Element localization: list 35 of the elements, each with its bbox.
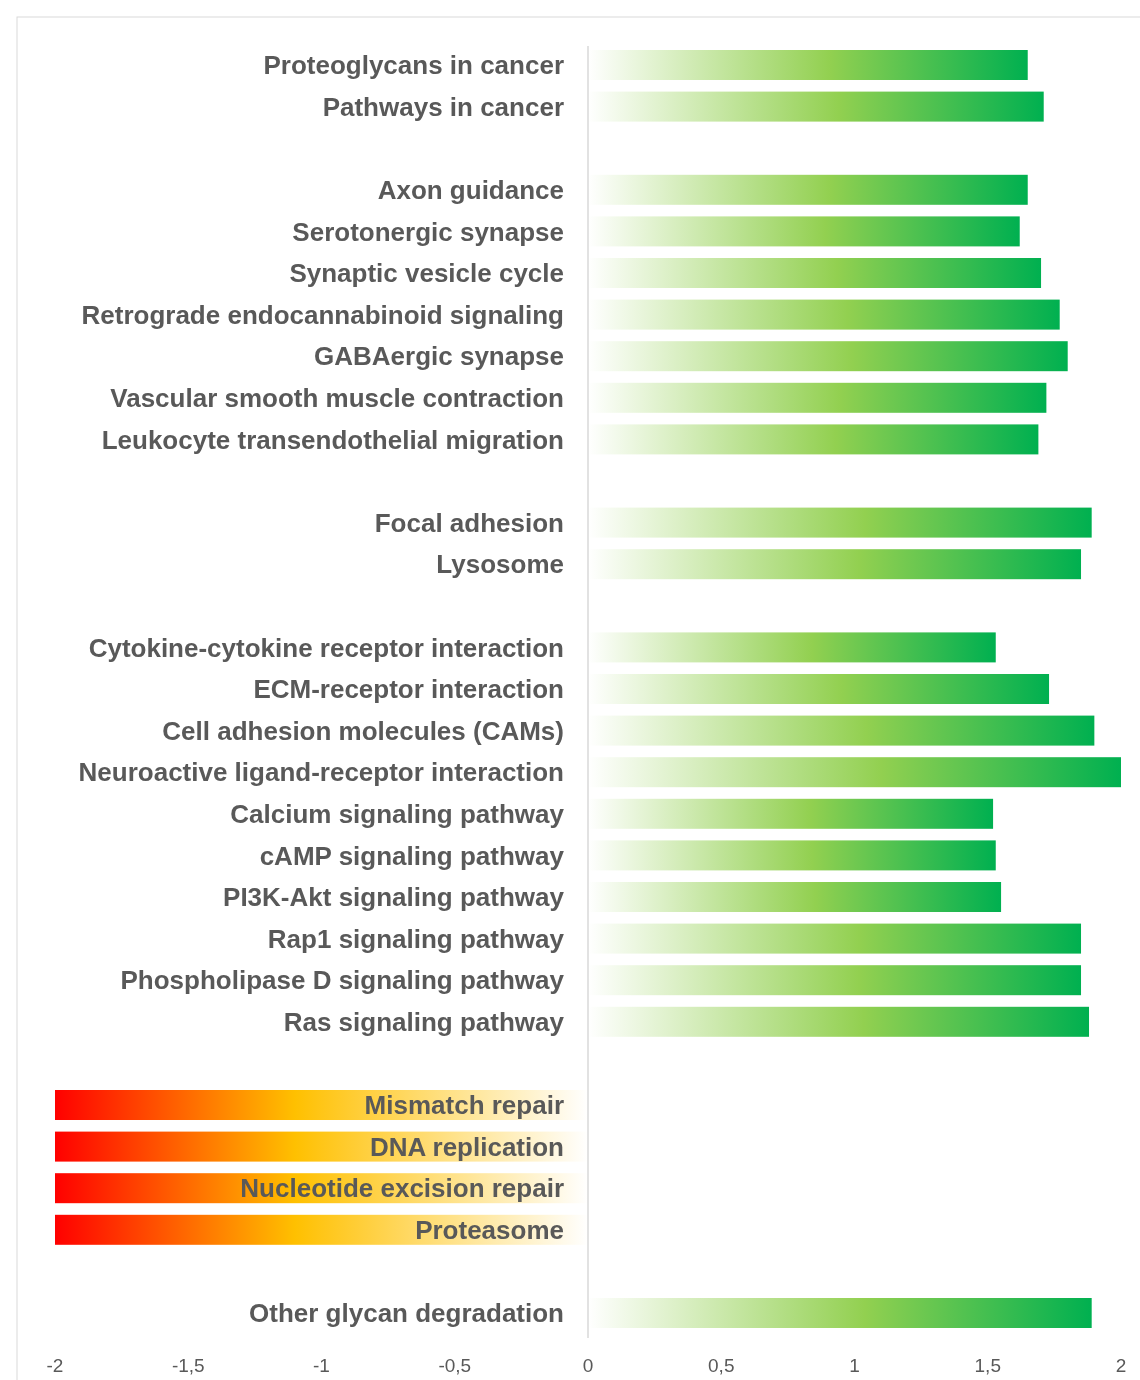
x-tick-label: -2 xyxy=(46,1354,64,1376)
y-tick-label: Proteoglycans in cancer xyxy=(263,50,564,81)
y-tick-label: ECM-receptor interaction xyxy=(253,674,564,705)
y-tick-label: Nucleotide excision repair xyxy=(240,1173,564,1204)
x-tick-label: 1 xyxy=(849,1354,860,1376)
x-tick-label: -1 xyxy=(313,1354,330,1376)
y-tick-label: PI3K-Akt signaling pathway xyxy=(223,882,565,913)
x-tick-label: -0,5 xyxy=(438,1354,472,1376)
y-tick-label: Axon guidance xyxy=(377,174,564,205)
y-tick-label: Cytokine-cytokine receptor interaction xyxy=(88,632,564,663)
y-tick-label: Proteasome xyxy=(415,1214,564,1245)
y-tick-label: Synaptic vesicle cycle xyxy=(289,258,564,289)
y-tick-label: Ras signaling pathway xyxy=(283,1006,565,1037)
y-tick-label: Retrograde endocannabinoid signaling xyxy=(81,299,564,330)
x-tick-label: 1,5 xyxy=(974,1354,1001,1376)
y-tick-label: cAMP signaling pathway xyxy=(259,840,565,871)
x-tick-label: -1,5 xyxy=(171,1354,205,1376)
y-tick-label: Leukocyte transendothelial migration xyxy=(101,424,564,455)
y-tick-label: Focal adhesion xyxy=(374,507,564,538)
y-tick-label: Serotonergic synapse xyxy=(292,216,564,247)
x-tick-label: 0 xyxy=(582,1354,594,1376)
y-tick-label: Neuroactive ligand-receptor interaction xyxy=(78,757,564,788)
y-tick-label: Pathways in cancer xyxy=(322,91,564,122)
x-tick-label: 0,5 xyxy=(708,1354,735,1376)
y-tick-label: Calcium signaling pathway xyxy=(230,798,565,829)
x-tick-label: 2 xyxy=(1115,1354,1127,1376)
y-tick-label: Phospholipase D signaling pathway xyxy=(120,965,565,996)
y-tick-label: GABAergic synapse xyxy=(314,341,564,372)
y-tick-label: DNA replication xyxy=(369,1131,564,1162)
y-tick-label: Other glycan degradation xyxy=(249,1298,564,1329)
y-tick-label: Vascular smooth muscle contraction xyxy=(110,382,564,413)
y-tick-label: Cell adhesion molecules (CAMs) xyxy=(162,715,564,746)
y-tick-label: Rap1 signaling pathway xyxy=(267,923,565,954)
y-tick-label: Mismatch repair xyxy=(364,1090,564,1121)
y-tick-label: Lysosome xyxy=(436,549,564,580)
